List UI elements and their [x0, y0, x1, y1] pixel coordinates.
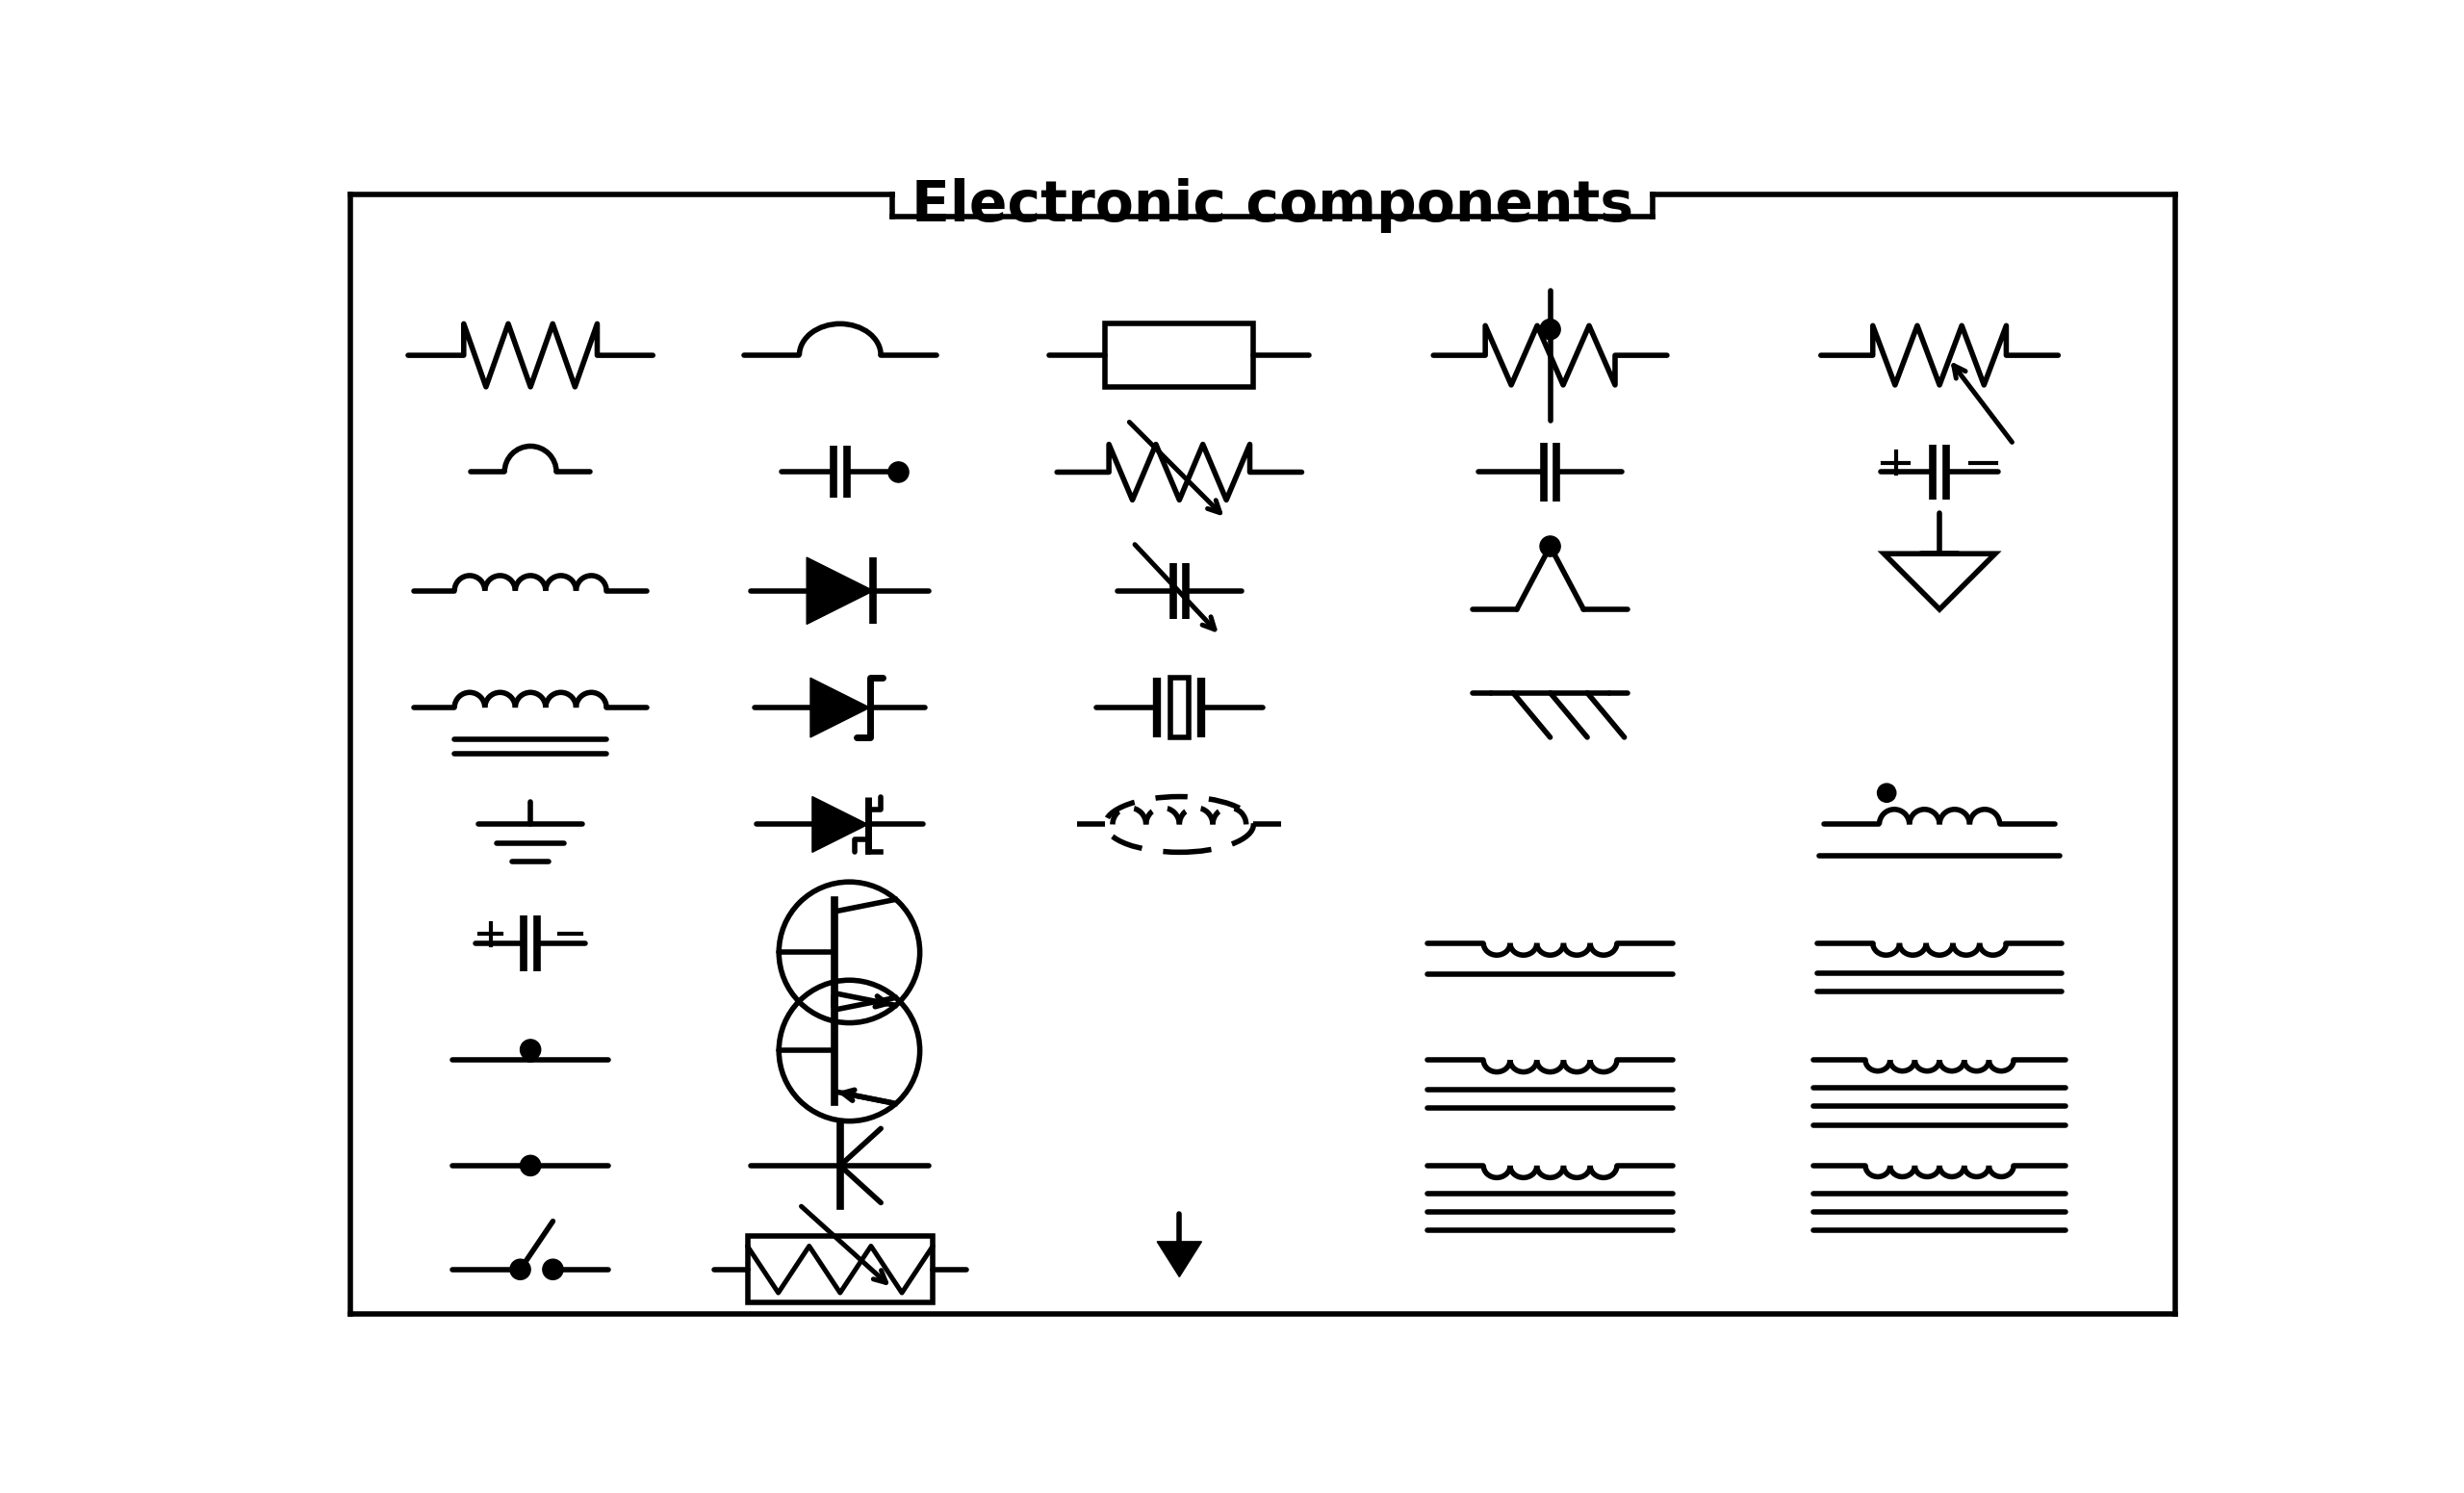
Circle shape	[510, 1259, 530, 1280]
Polygon shape	[806, 557, 872, 624]
Polygon shape	[813, 797, 867, 853]
Circle shape	[520, 1156, 540, 1176]
Circle shape	[520, 1039, 540, 1060]
Polygon shape	[811, 678, 870, 738]
Bar	[747, 1236, 934, 1303]
Circle shape	[890, 461, 909, 482]
Text: Electronic components: Electronic components	[912, 178, 1634, 233]
Bar	[1106, 324, 1254, 387]
Circle shape	[1540, 536, 1560, 557]
Circle shape	[1878, 784, 1895, 802]
Bar	[1170, 678, 1188, 738]
Polygon shape	[1158, 1242, 1202, 1277]
Circle shape	[1540, 320, 1560, 339]
Circle shape	[542, 1259, 564, 1280]
